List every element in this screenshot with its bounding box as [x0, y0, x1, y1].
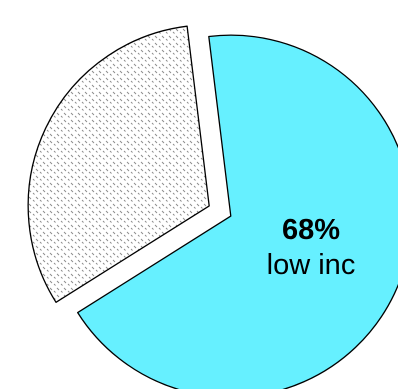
slice-category-label: low inc	[267, 249, 356, 281]
pie-slice-0	[77, 34, 398, 389]
pie-slice-1	[27, 25, 210, 303]
slice-value-label: 68%	[282, 214, 340, 246]
pie-slices	[27, 25, 398, 389]
pie-labels: 68% low inc	[267, 214, 356, 281]
